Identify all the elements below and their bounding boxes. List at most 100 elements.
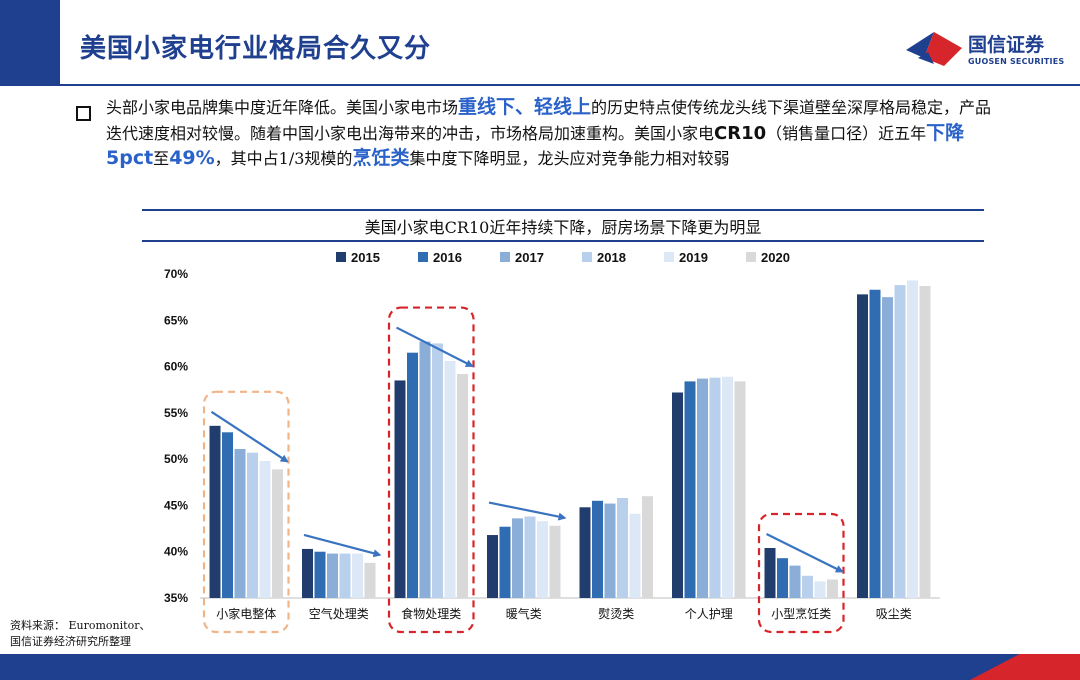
para-text: 集中度下降明显，龙头应对竞争能力相对较弱 xyxy=(409,149,730,168)
para-emphasis: CR10 xyxy=(714,122,767,144)
bar-2019 xyxy=(722,376,733,598)
bar-2019 xyxy=(537,521,548,598)
para-text: 头部小家电品牌集中度近年降低。美国小家电市场 xyxy=(106,98,459,117)
header-accent-bar xyxy=(0,0,60,86)
bar-2018 xyxy=(432,343,443,598)
bar-2020 xyxy=(919,286,931,598)
source-line: 资料来源： Euromonitor、 xyxy=(10,619,151,632)
chart-title-bottom-rule xyxy=(142,240,984,242)
bar-2019 xyxy=(629,513,641,598)
bar-2020 xyxy=(457,373,468,598)
bar-2019 xyxy=(907,280,918,598)
bar-2015 xyxy=(672,392,683,598)
bar-2017 xyxy=(604,503,616,598)
para-highlight: 下降5pct xyxy=(106,121,965,170)
bar-2017 xyxy=(697,378,708,598)
bar-2020 xyxy=(642,496,653,598)
bar-2016 xyxy=(684,381,696,598)
bar-2020 xyxy=(272,469,283,598)
bar-2020 xyxy=(734,381,746,598)
bar-2017 xyxy=(419,341,431,598)
header-divider xyxy=(60,84,1080,86)
para-highlight: 重线下、轻线上 xyxy=(458,96,592,118)
bar-chart: 2015 2016 2017 2018 2019 2020 35% 40% 45% 50% 55% 6… xyxy=(164,250,940,634)
bar-2019 xyxy=(259,460,271,598)
bar-2017 xyxy=(882,297,893,598)
para-text: 的历史特点使传统龙头线下渠道壁垒深厚格局稳定，产品迭代速度相对较慢。随着中国小家… xyxy=(106,98,992,143)
chart-title: 美国小家电CR10近年持续下降，厨房场景下降更为明显 xyxy=(364,218,762,237)
x-tick-label: 个人护理 xyxy=(685,607,733,621)
bar-2017 xyxy=(327,553,338,598)
x-tick-label: 小型烹饪类 xyxy=(771,606,831,621)
y-tick-label: 70% xyxy=(164,267,188,281)
trend-arrow xyxy=(766,533,844,573)
legend-swatch-2015 xyxy=(336,252,346,262)
bullet-icon xyxy=(76,106,91,121)
footer-bar xyxy=(0,654,1080,680)
bar-2015 xyxy=(394,380,406,598)
bar-2018 xyxy=(617,498,628,598)
source-line: 国信证券经济研究所整理 xyxy=(10,635,131,648)
trend-arrow xyxy=(210,410,289,463)
para-text: （销售量口径）近五年 xyxy=(766,123,927,143)
legend-label-2018: 2018 xyxy=(597,250,626,265)
logo-text: 国信证券 xyxy=(968,34,1045,56)
bar-2018 xyxy=(709,377,721,598)
bar-2017 xyxy=(789,565,801,598)
y-tick-label: 60% xyxy=(164,360,188,374)
x-tick-label: 食物处理类 xyxy=(401,606,461,621)
bar-2015 xyxy=(579,507,591,598)
para-text: ，其中占1/3规模的 xyxy=(214,149,353,168)
trend-arrow xyxy=(303,533,382,558)
legend-swatch-2017 xyxy=(500,252,510,262)
trend-arrow xyxy=(488,501,567,521)
y-tick-label: 50% xyxy=(164,452,188,466)
bar-2018 xyxy=(802,575,813,598)
y-tick-label: 40% xyxy=(164,545,188,559)
bar-2018 xyxy=(894,285,906,598)
x-tick-label: 空气处理类 xyxy=(309,606,369,621)
source-note: 资料来源： Euromonitor、 国信证券经济研究所整理 xyxy=(10,618,150,650)
bar-2016 xyxy=(777,558,788,598)
legend-label-2017: 2017 xyxy=(515,250,544,265)
para-highlight: 49% xyxy=(169,147,215,169)
logo-subtext: GUOSEN SECURITIES xyxy=(968,57,1065,66)
x-tick-label: 暖气类 xyxy=(506,606,542,621)
guosen-logo-icon xyxy=(906,32,962,66)
legend-label-2020: 2020 xyxy=(761,250,790,265)
bar-2019 xyxy=(352,553,363,598)
bar-2018 xyxy=(339,553,351,598)
page-title: 美国小家电行业格局合久又分 xyxy=(80,34,432,64)
y-tick-label: 65% xyxy=(164,313,188,327)
bar-2018 xyxy=(247,452,258,598)
bar-2016 xyxy=(222,432,233,598)
highlight-box xyxy=(202,390,290,634)
bar-2016 xyxy=(407,352,418,598)
highlight-box xyxy=(387,306,475,634)
trend-arrow xyxy=(396,326,474,367)
legend-swatch-2018 xyxy=(582,252,592,262)
bar-2020 xyxy=(827,579,838,598)
legend-swatch-2020 xyxy=(746,252,756,262)
bar-2015 xyxy=(209,425,221,598)
legend-swatch-2016 xyxy=(418,252,428,262)
guosen-logo: 国信证券 GUOSEN SECURITIES xyxy=(904,26,1064,72)
para-highlight: 烹饪类 xyxy=(352,147,410,169)
y-tick-label: 55% xyxy=(164,406,188,420)
bar-2020 xyxy=(549,525,561,598)
bar-2019 xyxy=(814,581,826,598)
legend-label-2015: 2015 xyxy=(351,250,380,265)
bar-2015 xyxy=(487,535,498,598)
bar-2019 xyxy=(444,361,456,598)
bar-2018 xyxy=(524,516,536,598)
summary-paragraph: 头部小家电品牌集中度近年降低。美国小家电市场重线下、轻线上的历史特点使传统龙头线… xyxy=(106,95,1006,172)
x-tick-label: 熨烫类 xyxy=(598,607,634,621)
bar-2015 xyxy=(302,548,313,598)
x-tick-label: 小家电整体 xyxy=(216,606,276,621)
bar-2016 xyxy=(499,526,511,598)
bar-2020 xyxy=(364,562,376,598)
bar-2015 xyxy=(764,548,776,598)
legend-swatch-2019 xyxy=(664,252,674,262)
x-tick-label: 吸尘类 xyxy=(876,607,912,621)
bar-2016 xyxy=(869,289,881,598)
